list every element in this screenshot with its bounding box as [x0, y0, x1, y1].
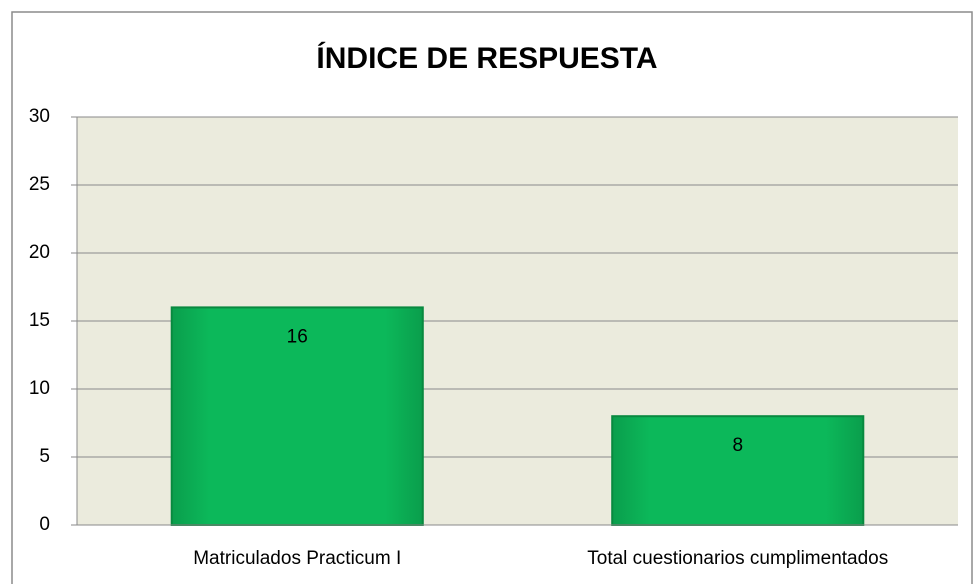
y-tick-label: 25: [29, 174, 50, 195]
y-tick-label: 5: [39, 446, 50, 467]
data-label: 16: [287, 326, 308, 347]
y-tick-label: 15: [29, 310, 50, 331]
data-label: 8: [732, 435, 743, 456]
y-tick-label: 30: [29, 106, 50, 127]
y-tick-label: 20: [29, 242, 50, 263]
y-tick-label: 10: [29, 378, 50, 399]
x-tick-label: Total cuestionarios cumplimentados: [587, 548, 888, 569]
x-tick-label: Matriculados Practicum I: [193, 548, 401, 569]
bar: [611, 415, 865, 527]
y-tick-label: 0: [39, 514, 50, 535]
chart-title: ÍNDICE DE RESPUESTA: [316, 41, 657, 75]
